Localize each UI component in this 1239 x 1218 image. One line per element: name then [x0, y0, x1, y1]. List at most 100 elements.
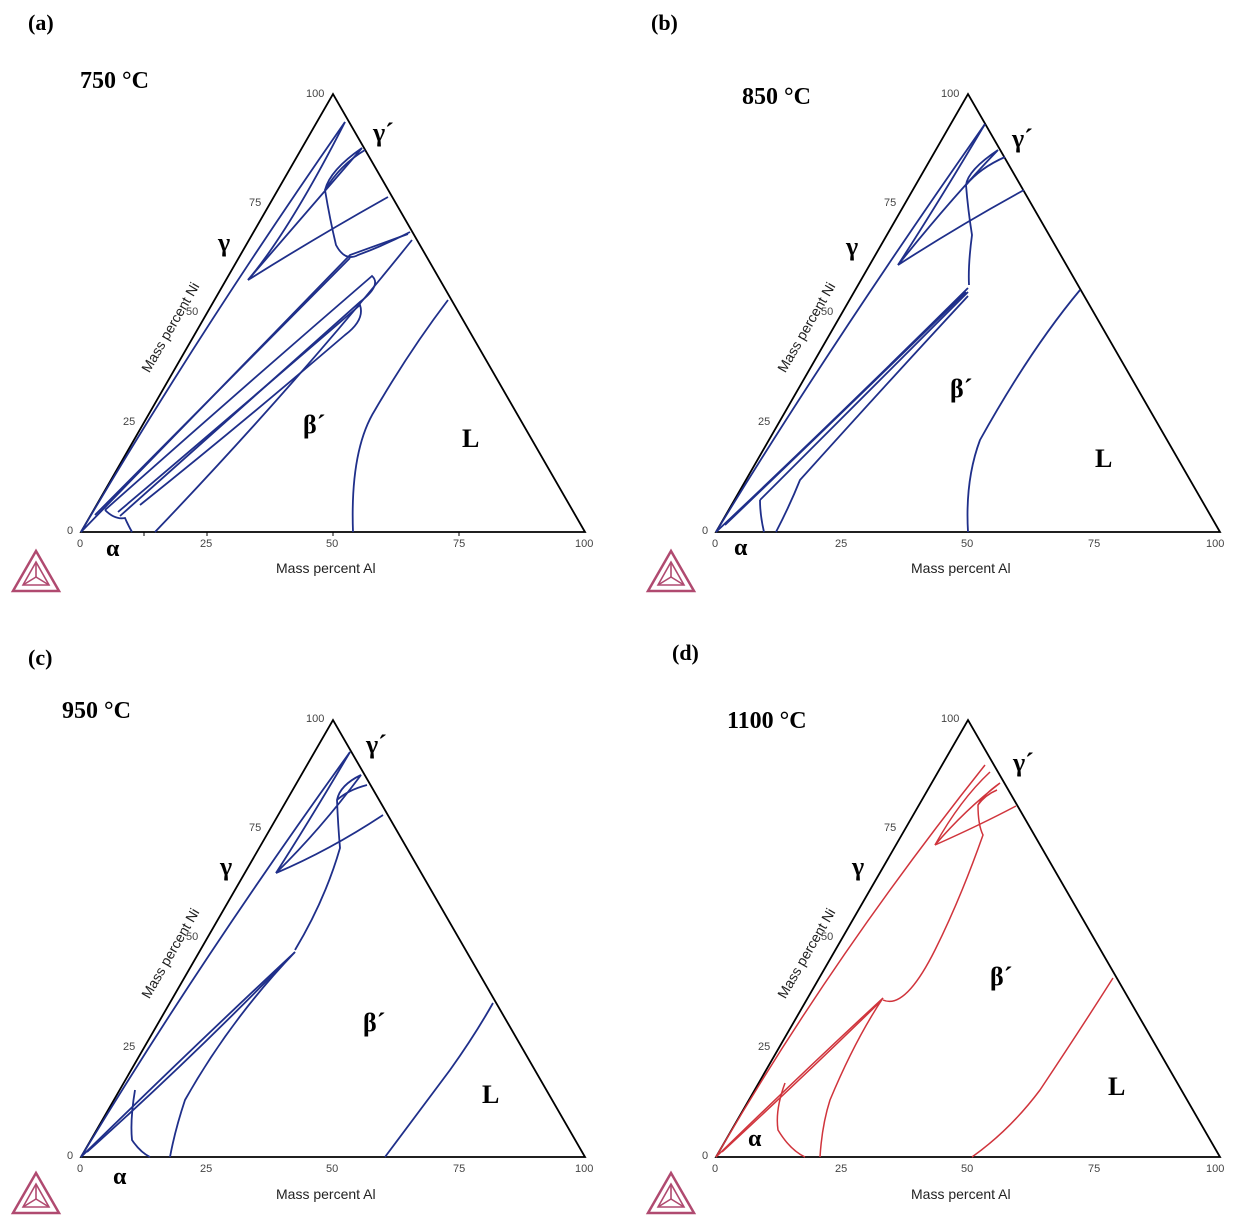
boundary-line: [275, 814, 384, 874]
panel-b-y-tick: 0: [702, 525, 709, 537]
panel-a-x-axis-title: Mass percent Al: [276, 560, 376, 576]
panel-c-phase-beta-prime: β´: [363, 1008, 386, 1037]
boundary-line: [169, 951, 296, 1158]
boundary-line: [247, 147, 411, 281]
panel-b-y-tick: 75: [884, 197, 897, 209]
boundary-line: [775, 295, 969, 533]
panel-a-x-tick: 0: [77, 538, 84, 550]
panel-a-temperature: 750 °C: [80, 68, 149, 94]
panel-b-x-tick: 100: [1206, 538, 1225, 550]
boundary-line: [897, 123, 986, 266]
boundary-line: [80, 751, 351, 1158]
panel-d-y-tick: 0: [702, 1150, 709, 1162]
panel-b-x-tick: 50: [961, 538, 974, 550]
panel-b-phase-alpha: α: [734, 535, 748, 561]
boundary-line: [80, 951, 296, 1158]
boundary-line: [759, 291, 969, 501]
panel-d-phase-boundaries: [715, 764, 1114, 1158]
panel-b-phase-gamma-prime: γ´: [1012, 124, 1033, 153]
boundary-line: [934, 805, 1017, 846]
panel-b-label: (b): [651, 10, 678, 35]
panel-a-phase-liquid: L: [462, 424, 480, 453]
panel-b-temperature: 850 °C: [742, 84, 811, 110]
panel-c-x-tick: 25: [200, 1163, 213, 1175]
boundary-line: [154, 239, 413, 533]
boundary-line: [247, 121, 346, 281]
boundary-line: [275, 774, 362, 951]
boundary-line: [721, 1001, 881, 1153]
panel-b-phase-liquid: L: [1095, 444, 1113, 473]
boundary-line: [104, 509, 133, 533]
panel-a-x-tick: 25: [200, 538, 213, 550]
panel-a-label: (a): [28, 10, 54, 35]
boundary-line: [80, 121, 346, 533]
panel-d-diagram: [714, 718, 1222, 1158]
panel-b-phase-boundaries: [715, 123, 1081, 533]
panel-a-y-tick: 0: [67, 525, 74, 537]
panel-d-phase-gamma: γ: [852, 852, 865, 881]
boundary-line: [117, 303, 362, 513]
panel-d-phase-liquid: L: [1108, 1072, 1126, 1101]
panel-b-x-axis-title: Mass percent Al: [911, 560, 1011, 576]
boundary-line: [776, 1082, 806, 1158]
boundary-line: [882, 782, 1001, 1003]
panel-c-phase-gamma: γ: [220, 852, 233, 881]
panel-c-x-axis-title: Mass percent Al: [276, 1186, 376, 1202]
panel-a-phase-beta-prime: β´: [303, 410, 326, 439]
panel-a-diagram: [79, 92, 587, 536]
panel-a-phase-gamma: γ: [218, 228, 231, 257]
panel-b-phase-beta-prime: β´: [950, 374, 973, 403]
panel-c-phase-alpha: α: [113, 1164, 127, 1190]
panel-c-x-tick: 0: [77, 1163, 84, 1175]
panel-d-phase-gamma-prime: γ´: [1013, 748, 1034, 777]
panel-b-x-tick: 25: [835, 538, 848, 550]
panel-a-ticks: [143, 532, 460, 536]
panel-d-triangle: [714, 718, 1222, 1158]
panel-c-y-tick: 50: [186, 931, 199, 943]
panel-c-y-tick: 75: [249, 822, 262, 834]
boundary-line: [94, 257, 351, 516]
boundary-line: [965, 156, 1006, 186]
panel-c-phase-liquid: L: [482, 1080, 500, 1109]
panel-b-y-tick: 100: [941, 88, 960, 100]
boundary-line: [819, 997, 884, 1158]
panel-a-phase-boundaries: [80, 121, 449, 533]
boundary-line: [275, 751, 351, 874]
panel-b-x-tick: 75: [1088, 538, 1101, 550]
panel-c-y-tick: 0: [67, 1150, 74, 1162]
panel-a-y-tick: 50: [186, 306, 199, 318]
boundary-line: [715, 997, 884, 1158]
panel-b-y-tick: 25: [758, 416, 771, 428]
boundary-line: [897, 149, 999, 286]
panel-c-triangle: [79, 718, 587, 1158]
software-logo-icon: [645, 548, 697, 593]
panel-d-temperature: 1100 °C: [727, 708, 807, 734]
panel-a-x-tick: 75: [453, 538, 466, 550]
panel-d-x-tick: 25: [835, 1163, 848, 1175]
software-logo-icon: [10, 548, 62, 593]
panel-c-x-tick: 75: [453, 1163, 466, 1175]
panel-a-x-tick: 50: [326, 538, 339, 550]
panel-c-x-tick: 100: [575, 1163, 594, 1175]
panel-b-phase-gamma: γ: [846, 232, 859, 261]
panel-d-x-axis-title: Mass percent Al: [911, 1186, 1011, 1202]
panel-a-y-tick: 75: [249, 197, 262, 209]
panel-a-x-tick: 100: [575, 538, 594, 550]
panel-a-y-tick: 25: [123, 416, 136, 428]
panel-d-phase-alpha: α: [748, 1126, 762, 1152]
panel-d-label: (d): [672, 640, 699, 665]
panel-d-y-tick: 25: [758, 1041, 771, 1053]
boundary-line: [336, 784, 368, 801]
boundary-line: [724, 291, 967, 526]
boundary-line: [715, 287, 969, 533]
panel-c-phase-gamma-prime: γ´: [366, 730, 387, 759]
boundary-line: [104, 274, 376, 517]
panel-b-triangle: [714, 92, 1222, 533]
boundary-line: [130, 1089, 151, 1158]
panel-d-x-tick: 50: [961, 1163, 974, 1175]
software-logo-icon: [645, 1170, 697, 1215]
boundary-line: [351, 299, 449, 533]
boundary-line: [384, 1002, 494, 1158]
boundary-line: [966, 289, 1081, 533]
